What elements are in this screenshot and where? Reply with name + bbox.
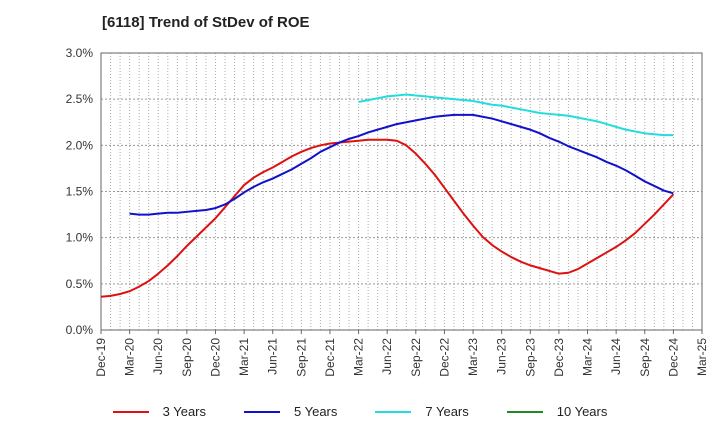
series-lines (100, 93, 675, 298)
x-tick-label: Dec-22 (437, 338, 451, 377)
x-tick-label: Mar-22 (352, 338, 366, 376)
x-tick-label: Dec-23 (552, 338, 566, 377)
legend-label: 5 Years (294, 404, 338, 419)
x-tick-label: Dec-20 (208, 338, 222, 377)
legend: 3 Years 5 Years 7 Years 10 Years (0, 404, 720, 419)
legend-swatch (506, 410, 543, 413)
legend-swatch (112, 410, 149, 413)
x-tick-label: Mar-24 (581, 338, 595, 376)
x-tick-label: Jun-22 (380, 338, 394, 375)
chart-title: [6118] Trend of StDev of ROE (102, 14, 310, 31)
series-line-7-years (358, 93, 674, 137)
x-tick-label: Dec-19 (94, 338, 108, 377)
x-tick-label: Jun-24 (609, 338, 623, 375)
plot-frame (100, 52, 703, 331)
legend-label: 7 Years (425, 404, 469, 419)
y-tick-label: 2.0% (66, 138, 94, 152)
y-tick-label: 0.0% (66, 323, 94, 337)
x-tick-label: Jun-20 (151, 338, 165, 375)
x-tick-label: Sep-20 (180, 338, 194, 377)
x-tick-label: Jun-23 (495, 338, 509, 375)
axes (100, 52, 703, 334)
x-tick-label: Dec-24 (666, 338, 680, 377)
x-tick-label: Mar-20 (123, 338, 137, 376)
legend-item: 3 Years (112, 404, 206, 419)
series-line-5-years (129, 113, 674, 216)
tick-labels: 0.0% 0.5% 1.0% 1.5% 2.0% 2.5% 3.0% Dec-19 Mar-20… (66, 46, 709, 377)
legend-item: 10 Years (506, 404, 608, 419)
series-line-3-years (100, 138, 675, 298)
y-tick-label: 0.5% (66, 277, 94, 291)
y-tick-label: 1.5% (66, 185, 94, 199)
x-tick-label: Sep-21 (294, 338, 308, 377)
legend-label: 3 Years (162, 404, 206, 419)
legend-swatch (375, 410, 412, 413)
legend-label: 10 Years (556, 404, 608, 419)
x-tick-label: Mar-21 (237, 338, 251, 376)
x-tick-label: Mar-23 (466, 338, 480, 376)
x-tick-label: Sep-23 (523, 338, 537, 377)
legend-swatch (244, 410, 280, 413)
x-tick-label: Mar-25 (695, 338, 709, 376)
x-tick-label: Dec-21 (323, 338, 337, 377)
x-tick-label: Sep-24 (638, 338, 652, 377)
y-tick-label: 2.5% (66, 92, 94, 106)
legend-item: 7 Years (375, 404, 469, 419)
x-tick-label: Sep-22 (409, 338, 423, 377)
legend-item: 5 Years (244, 404, 337, 419)
x-tick-label: Jun-21 (266, 338, 280, 375)
y-tick-label: 3.0% (66, 46, 94, 60)
y-tick-label: 1.0% (66, 231, 94, 245)
